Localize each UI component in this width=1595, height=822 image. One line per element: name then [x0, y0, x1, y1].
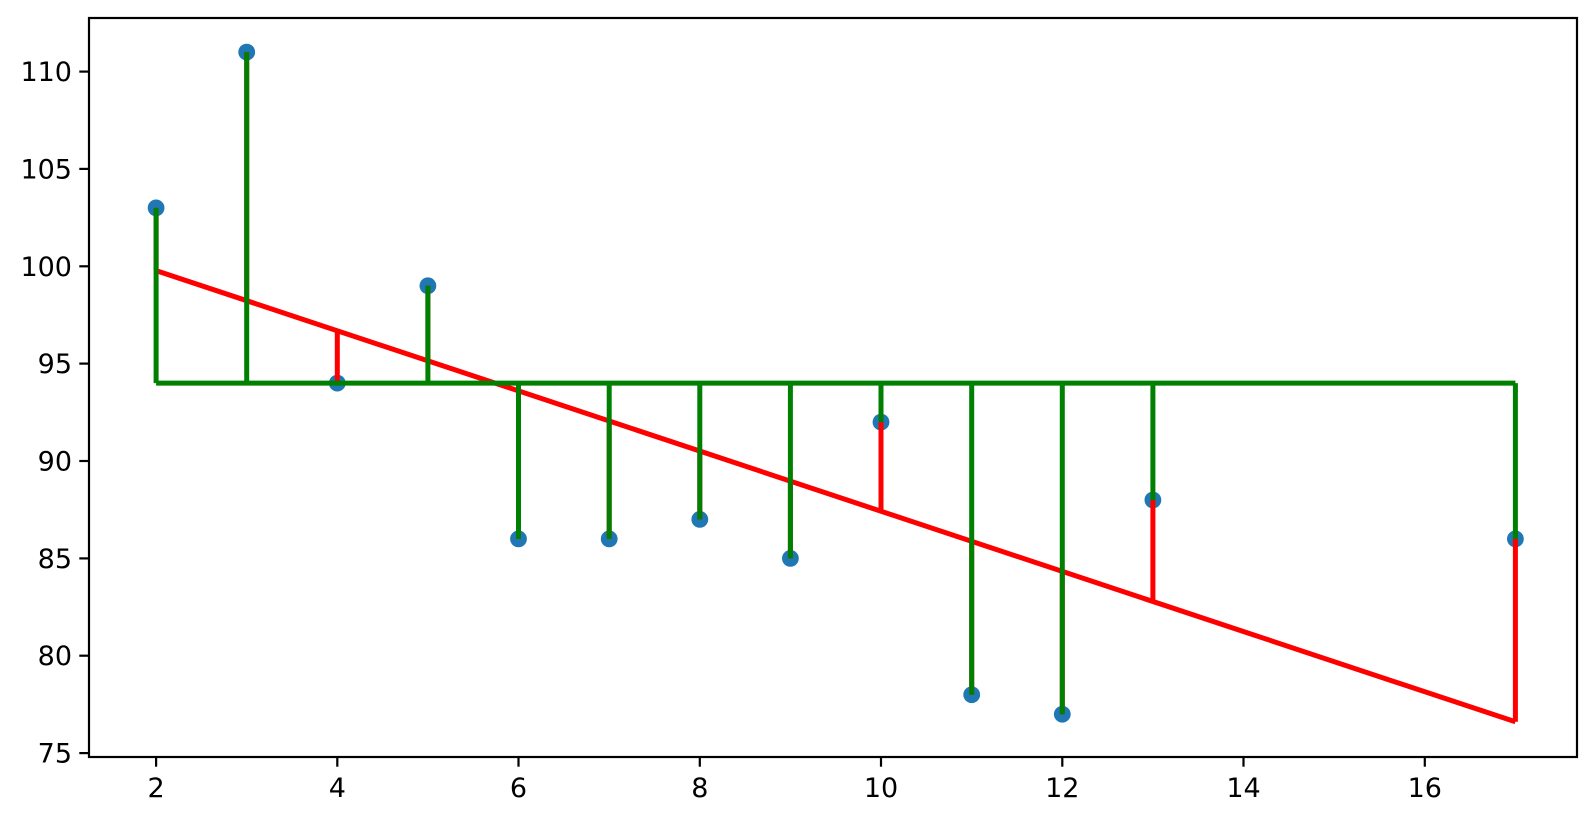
y-tick-label: 95	[38, 349, 72, 380]
x-tick-label: 10	[864, 773, 898, 804]
x-tick-label: 4	[329, 773, 346, 804]
x-tick-label: 12	[1045, 773, 1079, 804]
y-tick-label: 90	[38, 446, 72, 477]
y-tick-label: 85	[38, 544, 72, 575]
x-tick-label: 2	[148, 773, 165, 804]
regression-line	[155, 268, 1517, 725]
x-tick-label: 6	[510, 773, 527, 804]
y-tick-label: 100	[20, 252, 72, 283]
x-tick-label: 14	[1226, 773, 1260, 804]
y-tick-label: 75	[38, 739, 72, 770]
x-tick-label: 16	[1408, 773, 1442, 804]
y-tick-label: 110	[20, 57, 72, 88]
x-tick-label: 8	[691, 773, 708, 804]
y-tick-label: 80	[38, 641, 72, 672]
y-tick-label: 105	[20, 154, 72, 185]
axes-spines	[87, 16, 1579, 759]
